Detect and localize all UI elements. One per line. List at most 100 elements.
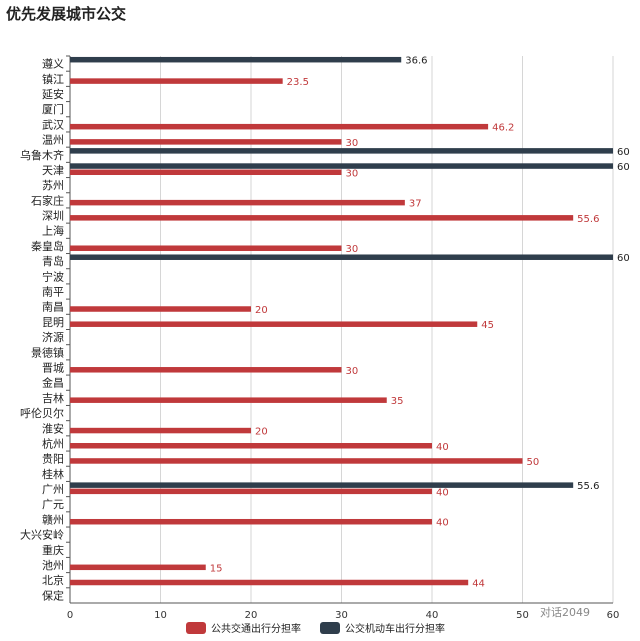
bar-bus-motorized-share [70, 254, 613, 260]
data-label: 60 [617, 147, 630, 158]
data-label: 35 [391, 396, 404, 407]
bar-public-transport-share [70, 123, 489, 130]
bar-public-transport-share [70, 169, 342, 176]
category-label: 桂林 [42, 467, 64, 481]
data-label: 30 [346, 138, 359, 149]
bar-public-transport-share [70, 443, 432, 449]
category-label: 重庆 [42, 543, 64, 557]
watermark-text: 对话2049 [540, 605, 590, 619]
category-label: 杭州 [42, 436, 64, 450]
category-labels: 遵义镇江延安厦门武汉温州乌鲁木齐天津苏州石家庄深圳上海秦皇岛青岛宁波南平南昌昆明… [20, 55, 70, 602]
grid [69, 56, 614, 603]
data-label: 60 [617, 253, 630, 264]
data-label: 30 [346, 244, 359, 255]
category-label: 宁波 [42, 269, 64, 283]
bar-public-transport-share [70, 78, 283, 84]
category-label: 呼伦贝尔 [20, 406, 64, 420]
category-label: 延安 [42, 87, 64, 101]
bar-bus-motorized-share [70, 163, 613, 169]
data-label: 55.6 [577, 481, 599, 492]
category-label: 厦门 [42, 102, 64, 116]
x-tick-label: 40 [426, 610, 439, 621]
x-tick-label: 60 [607, 610, 620, 621]
category-label: 广元 [42, 498, 64, 511]
data-label: 30 [346, 366, 359, 377]
data-label: 40 [436, 518, 449, 529]
category-label: 贵阳 [42, 453, 64, 466]
bar-bus-motorized-share [70, 56, 402, 63]
data-label: 30 [346, 168, 359, 179]
data-label: 44 [472, 579, 485, 590]
category-label: 温州 [42, 134, 64, 147]
legend-label: 公交机动车出行分担率 [345, 622, 445, 635]
category-label: 南昌 [42, 301, 64, 314]
category-label: 南平 [42, 286, 64, 299]
data-label: 40 [436, 487, 449, 498]
bar-public-transport-share [70, 215, 574, 221]
x-tick-label: 20 [245, 610, 258, 621]
bar-public-transport-share [70, 458, 523, 464]
data-label: 40 [436, 442, 449, 453]
category-label: 北京 [42, 573, 64, 587]
category-label: 晋城 [42, 361, 64, 374]
data-label: 37 [409, 199, 422, 210]
data-label: 23.5 [287, 77, 309, 88]
legend-swatch [186, 622, 206, 634]
bar-bus-motorized-share [70, 148, 613, 154]
category-label: 保定 [42, 588, 64, 602]
category-label: 昆明 [42, 316, 64, 329]
x-tick-label: 50 [516, 610, 529, 621]
category-label: 景德镇 [31, 345, 64, 359]
bar-public-transport-share [70, 367, 342, 373]
bar-public-transport-share [70, 245, 342, 251]
bar-public-transport-share [70, 579, 469, 586]
category-label: 池州 [42, 559, 64, 572]
legend-swatch [320, 622, 340, 634]
legend: 公共交通出行分担率 公交机动车出行分担率 [186, 622, 445, 635]
bar-public-transport-share [70, 199, 405, 206]
bar-public-transport-share [70, 397, 387, 403]
category-label: 镇江 [42, 72, 64, 86]
bar-public-transport-share [70, 488, 432, 495]
chart-title: 优先发展城市公交 [6, 5, 126, 23]
category-label: 上海 [42, 224, 64, 238]
data-label: 15 [210, 563, 223, 574]
data-label: 20 [255, 305, 268, 316]
category-label: 广州 [42, 483, 64, 496]
data-label: 45 [481, 320, 494, 331]
category-label: 青岛 [42, 254, 64, 268]
bar-public-transport-share [70, 139, 342, 145]
category-label: 秦皇岛 [31, 239, 64, 253]
x-tick-label: 10 [154, 610, 167, 621]
x-tick-label: 0 [67, 610, 73, 621]
category-label: 吉林 [42, 391, 64, 405]
category-label: 乌鲁木齐 [20, 148, 64, 162]
category-label: 天津 [42, 164, 64, 177]
data-label: 46.2 [492, 123, 514, 134]
data-label: 20 [255, 427, 268, 438]
data-label: 50 [527, 457, 540, 468]
category-label: 济源 [42, 330, 64, 344]
category-label: 石家庄 [31, 193, 64, 207]
bar-public-transport-share [70, 564, 206, 571]
category-label: 遵义 [42, 57, 64, 71]
bar-public-transport-share [70, 306, 251, 312]
bars: 23.5 46.2 30 30 37 55.6 30 20 45 30 35 20 40 50 40 40 15… [70, 56, 630, 590]
data-label: 60 [617, 162, 630, 173]
category-label: 金昌 [42, 376, 64, 390]
category-label: 大兴安岭 [20, 528, 64, 542]
bar-public-transport-share [70, 427, 251, 434]
category-label: 淮安 [42, 421, 64, 435]
data-label: 36.6 [405, 56, 427, 67]
x-tick-label: 30 [335, 610, 348, 621]
legend-label: 公共交通出行分担率 [211, 622, 301, 635]
category-label: 苏州 [42, 179, 64, 192]
bar-public-transport-share [70, 518, 432, 525]
category-label: 赣州 [42, 512, 64, 526]
category-label: 深圳 [42, 210, 64, 223]
category-label: 武汉 [42, 118, 64, 131]
x-axis: 0 10 20 30 40 50 60 [67, 602, 620, 621]
bar-public-transport-share [70, 321, 478, 327]
data-label: 55.6 [577, 214, 599, 225]
